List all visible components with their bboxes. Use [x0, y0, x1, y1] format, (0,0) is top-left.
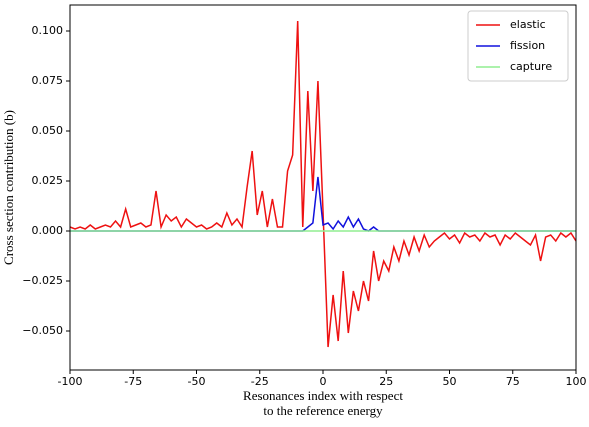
- y-tick-label: 0.100: [32, 24, 64, 37]
- legend-label: fission: [510, 39, 545, 52]
- x-tick-label: -100: [58, 375, 83, 388]
- series-line: [69, 20, 577, 348]
- y-tick-label: −0.050: [22, 324, 63, 337]
- x-axis-label: Resonances index with respect: [243, 388, 403, 403]
- legend-label: elastic: [510, 18, 546, 31]
- legend-label: capture: [510, 60, 552, 73]
- plot-frame: [69, 4, 577, 371]
- x-tick-label: -50: [188, 375, 206, 388]
- x-axis-label: to the reference energy: [263, 403, 383, 418]
- x-tick-label: 25: [379, 375, 393, 388]
- x-tick-label: 75: [506, 375, 520, 388]
- y-tick-label: 0.075: [32, 74, 64, 87]
- x-tick-label: 100: [566, 375, 587, 388]
- x-tick-label: -25: [251, 375, 269, 388]
- x-tick-label: 50: [443, 375, 457, 388]
- y-tick-label: 0.050: [32, 124, 64, 137]
- x-tick-label: 0: [320, 375, 327, 388]
- x-tick-label: -75: [124, 375, 142, 388]
- y-tick-label: 0.000: [32, 224, 64, 237]
- y-tick-label: −0.025: [22, 274, 63, 287]
- legend-box: [467, 10, 569, 82]
- y-tick-label: 0.025: [32, 174, 64, 187]
- y-axis-label: Cross section contribution (b): [1, 110, 16, 265]
